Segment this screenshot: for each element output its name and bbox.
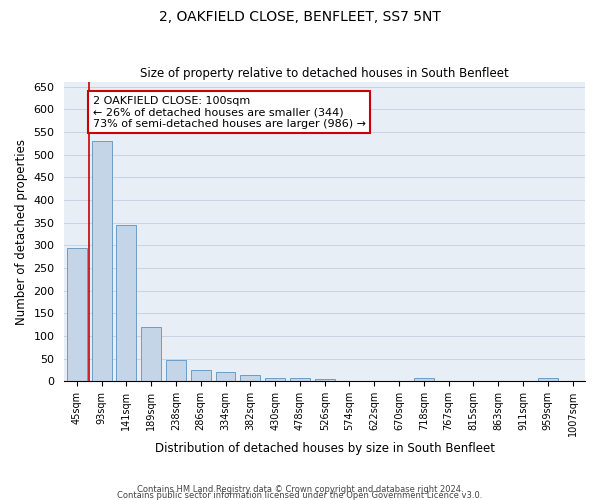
Bar bbox=[141, 327, 161, 382]
Bar bbox=[92, 141, 112, 382]
Bar bbox=[414, 378, 434, 382]
Text: Contains HM Land Registry data © Crown copyright and database right 2024.: Contains HM Land Registry data © Crown c… bbox=[137, 484, 463, 494]
Text: Contains public sector information licensed under the Open Government Licence v3: Contains public sector information licen… bbox=[118, 490, 482, 500]
Title: Size of property relative to detached houses in South Benfleet: Size of property relative to detached ho… bbox=[140, 66, 509, 80]
Bar bbox=[265, 378, 285, 382]
Text: 2, OAKFIELD CLOSE, BENFLEET, SS7 5NT: 2, OAKFIELD CLOSE, BENFLEET, SS7 5NT bbox=[159, 10, 441, 24]
Bar bbox=[241, 376, 260, 382]
Bar bbox=[290, 378, 310, 382]
Bar bbox=[191, 370, 211, 382]
Text: 2 OAKFIELD CLOSE: 100sqm
← 26% of detached houses are smaller (344)
73% of semi-: 2 OAKFIELD CLOSE: 100sqm ← 26% of detach… bbox=[93, 96, 366, 129]
X-axis label: Distribution of detached houses by size in South Benfleet: Distribution of detached houses by size … bbox=[155, 442, 495, 455]
Bar bbox=[538, 378, 558, 382]
Bar bbox=[215, 372, 235, 382]
Bar bbox=[166, 360, 186, 382]
Bar bbox=[116, 225, 136, 382]
Y-axis label: Number of detached properties: Number of detached properties bbox=[15, 138, 28, 324]
Bar bbox=[315, 378, 335, 382]
Bar bbox=[67, 248, 87, 382]
